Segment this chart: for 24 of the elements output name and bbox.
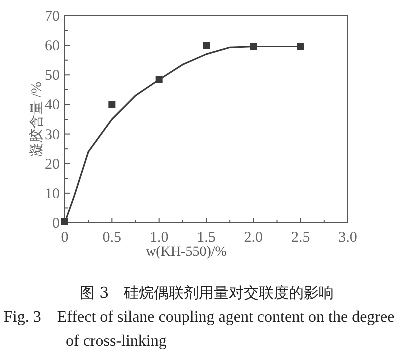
y-tick-label: 60 <box>45 38 60 55</box>
point <box>297 43 304 50</box>
x-tick-label: 3.0 <box>338 230 358 246</box>
y-tick-label: 0 <box>52 216 60 232</box>
point <box>250 43 258 50</box>
caption: 图 3 硅烷偶联剂用量对交联度的影响 <box>80 284 334 302</box>
y-tick-label: 40 <box>45 98 60 114</box>
y-tick-label: 20 <box>45 156 60 173</box>
y-tick-label: 10 <box>45 186 60 202</box>
caption: Fig. 3 Effect of silane coupling agent content on the degree of cross-linking <box>4 308 396 352</box>
y-tick-label: 70 <box>45 9 60 25</box>
y-tick-label: 50 <box>45 68 60 84</box>
x-tick-label: 2.5 <box>291 230 310 246</box>
x-tick-label: 2.0 <box>244 230 264 246</box>
point <box>62 218 68 226</box>
x-axis-title: w(KH-550)/% <box>146 245 228 260</box>
y-axis-title: 凝胶含量 /% <box>29 82 45 158</box>
point <box>156 76 163 84</box>
x-tick-label: 0.5 <box>102 230 122 246</box>
point <box>203 42 210 50</box>
y-tick-label: 30 <box>45 127 60 144</box>
x-tick-label: 1.5 <box>197 230 216 246</box>
point <box>108 101 116 108</box>
x-tick-label: 1.0 <box>150 230 169 246</box>
